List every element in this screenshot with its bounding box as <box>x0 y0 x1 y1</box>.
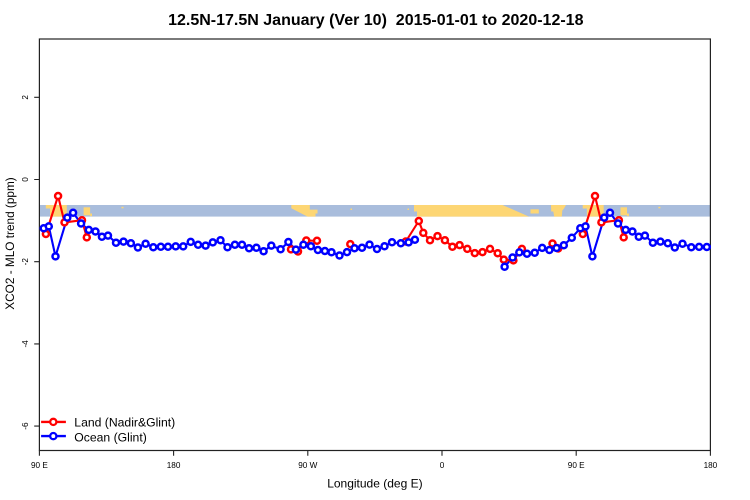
svg-text:Ocean (Glint): Ocean (Glint) <box>74 430 146 444</box>
svg-text:-2: -2 <box>21 258 30 266</box>
svg-text:180: 180 <box>704 461 718 470</box>
svg-text:180: 180 <box>167 461 181 470</box>
svg-text:-4: -4 <box>21 340 30 348</box>
svg-text:90 E: 90 E <box>31 461 48 470</box>
svg-text:Land (Nadir&Glint): Land (Nadir&Glint) <box>74 416 175 430</box>
svg-text:90 W: 90 W <box>298 461 317 470</box>
svg-text:0: 0 <box>440 461 445 470</box>
svg-text:-6: -6 <box>21 422 30 430</box>
svg-text:Longitude (deg E): Longitude (deg E) <box>327 477 422 491</box>
svg-text:12.5N-17.5N January (Ver 10): 12.5N-17.5N January (Ver 10) 2015-01-01 … <box>168 12 583 29</box>
svg-text:90 E: 90 E <box>568 461 585 470</box>
svg-text:2: 2 <box>21 95 30 100</box>
svg-text:XCO2 - MLO trend (ppm): XCO2 - MLO trend (ppm) <box>3 177 17 309</box>
svg-text:0: 0 <box>21 177 30 182</box>
